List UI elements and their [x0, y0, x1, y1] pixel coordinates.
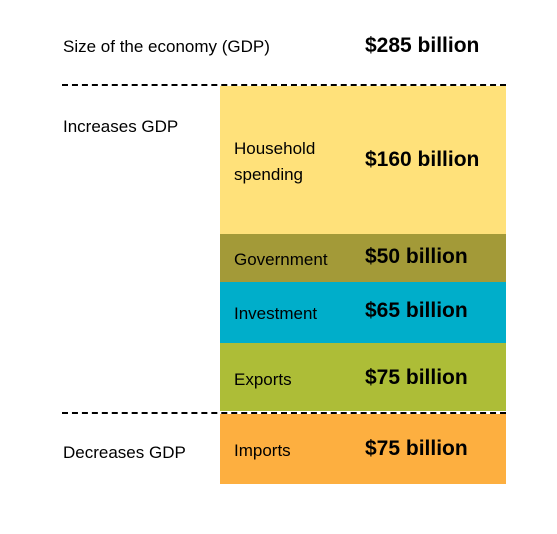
- component-block: Investment $65 billion: [220, 282, 506, 343]
- component-label: Investment: [234, 304, 318, 323]
- increases-gdp-label: Increases GDP: [63, 117, 179, 136]
- component-value: $50 billion: [365, 245, 468, 268]
- component-block: Imports $75 billion: [220, 414, 506, 484]
- component-value: $75 billion: [365, 437, 468, 460]
- component-value: $160 billion: [365, 148, 480, 171]
- total-label: Size of the economy (GDP): [63, 37, 270, 56]
- top-divider: [62, 84, 506, 86]
- component-value: $65 billion: [365, 299, 468, 322]
- decreases-gdp-label: Decreases GDP: [63, 443, 186, 462]
- component-block: Government $50 billion: [220, 234, 506, 282]
- bottom-divider: [62, 412, 506, 414]
- total-value: $285 billion: [365, 34, 480, 57]
- component-value: $75 billion: [365, 366, 468, 389]
- component-label: Exports: [234, 370, 292, 389]
- component-block: Exports $75 billion: [220, 343, 506, 411]
- component-label: Household spending: [234, 139, 316, 184]
- component-block: Household spending $160 billion: [220, 86, 506, 234]
- component-label: Imports: [234, 441, 291, 460]
- component-label: Government: [234, 250, 328, 269]
